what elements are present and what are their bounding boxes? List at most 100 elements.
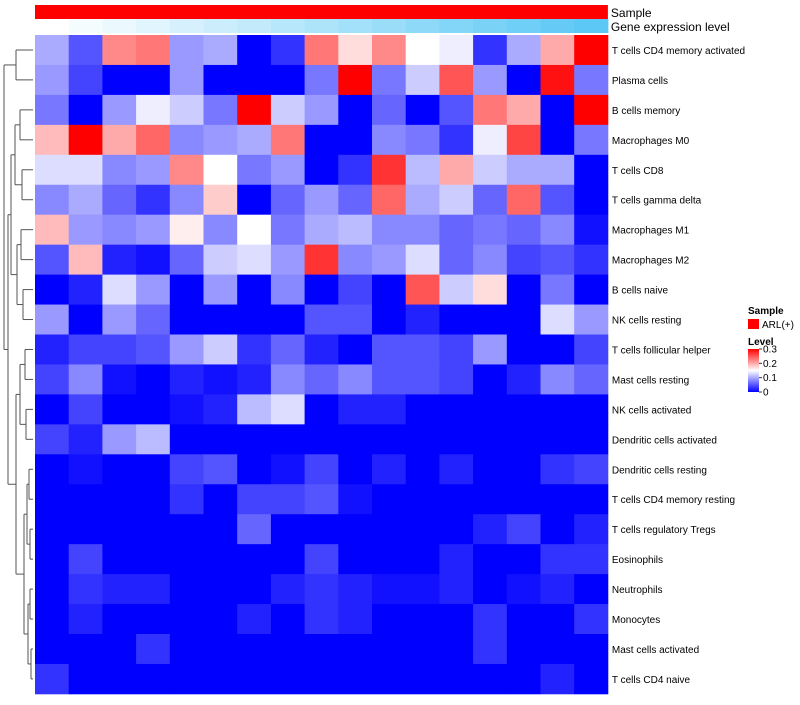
heatmap-cell <box>102 94 137 126</box>
heatmap-cell <box>405 184 440 216</box>
legend-level-tick-label: 0.1 <box>763 373 777 384</box>
heatmap-cell <box>237 424 272 455</box>
heatmap-cell <box>270 364 305 395</box>
heatmap-cell <box>203 484 238 515</box>
heatmap-cell <box>68 424 103 455</box>
expression-annotation-cell <box>540 19 575 33</box>
heatmap-cell <box>35 35 70 66</box>
heatmap-cell <box>136 484 171 515</box>
heatmap-cell <box>372 454 407 485</box>
heatmap-cell <box>338 154 373 186</box>
heatmap-cell <box>506 64 541 96</box>
heatmap-cell <box>203 274 238 305</box>
heatmap-cell <box>102 154 137 186</box>
heatmap-cell <box>574 634 609 665</box>
heatmap-cell <box>169 514 204 545</box>
heatmap-cell <box>304 394 339 425</box>
row-label: B cells naive <box>612 286 669 297</box>
heatmap-cell <box>372 424 407 455</box>
heatmap-cell <box>68 364 103 395</box>
heatmap-cell <box>473 214 508 246</box>
heatmap-cell <box>439 454 474 485</box>
heatmap-cell <box>473 364 508 395</box>
heatmap-cell <box>540 454 575 485</box>
heatmap-cell <box>405 424 440 455</box>
heatmap-cell <box>439 544 474 575</box>
heatmap-cell <box>540 154 575 186</box>
heatmap-cell <box>574 364 609 395</box>
heatmap-cell <box>506 35 541 66</box>
heatmap-cell <box>439 484 474 515</box>
heatmap-cells <box>35 35 609 695</box>
heatmap-cell <box>439 634 474 665</box>
heatmap-cell <box>169 334 204 365</box>
row-label: NK cells resting <box>612 316 681 327</box>
heatmap-cell <box>102 484 137 515</box>
heatmap-cell <box>473 184 508 216</box>
heatmap-cell <box>338 484 373 515</box>
heatmap-cell <box>68 604 103 635</box>
heatmap-cell <box>169 454 204 485</box>
heatmap-cell <box>203 154 238 186</box>
heatmap-cell <box>169 634 204 665</box>
heatmap-cell <box>540 184 575 216</box>
heatmap-cell <box>169 274 204 305</box>
heatmap-cell <box>540 274 575 305</box>
heatmap-cell <box>473 484 508 515</box>
heatmap-cell <box>102 364 137 395</box>
heatmap-cell <box>473 424 508 455</box>
heatmap-cell <box>304 484 339 515</box>
heatmap-cell <box>372 484 407 515</box>
heatmap-cell <box>169 484 204 515</box>
heatmap-cell <box>574 424 609 455</box>
heatmap-cell <box>169 94 204 126</box>
heatmap-cell <box>540 634 575 665</box>
expression-annotation-cell <box>68 19 103 33</box>
heatmap-cell <box>506 663 541 695</box>
heatmap-cell <box>338 214 373 246</box>
heatmap-cell <box>237 214 272 246</box>
heatmap-cell <box>203 94 238 126</box>
heatmap-cell <box>540 604 575 635</box>
heatmap-cell <box>102 304 137 335</box>
heatmap-cell <box>169 124 204 156</box>
heatmap-cell <box>169 394 204 425</box>
heatmap-cell <box>270 35 305 66</box>
heatmap-cell <box>338 334 373 365</box>
heatmap-cell <box>203 334 238 365</box>
heatmap-cell <box>473 574 508 605</box>
heatmap-cell <box>574 394 609 425</box>
expression-annotation-cell <box>574 19 609 33</box>
heatmap-cell <box>405 94 440 126</box>
heatmap-cell <box>338 184 373 216</box>
heatmap-cell <box>68 124 103 156</box>
heatmap-cell <box>270 424 305 455</box>
heatmap-cell <box>540 663 575 695</box>
heatmap-cell <box>540 364 575 395</box>
heatmap-cell <box>574 64 609 96</box>
heatmap-cell <box>574 304 609 335</box>
row-label: T cells CD4 naive <box>612 675 691 686</box>
expression-annotation-cell <box>405 19 440 33</box>
row-label: T cells gamma delta <box>612 196 702 207</box>
heatmap-cell <box>102 424 137 455</box>
sample-annotation-bar <box>35 5 608 19</box>
heatmap-cell <box>203 663 238 695</box>
heatmap-cell <box>68 64 103 96</box>
heatmap-cell <box>338 424 373 455</box>
heatmap-cell <box>372 94 407 126</box>
heatmap-cell <box>102 544 137 575</box>
heatmap-cell <box>372 304 407 335</box>
heatmap-cell <box>102 454 137 485</box>
heatmap-cell <box>473 394 508 425</box>
row-label: NK cells activated <box>612 405 691 416</box>
heatmap-cell <box>237 514 272 545</box>
heatmap-cell <box>439 574 474 605</box>
heatmap-cell <box>68 94 103 126</box>
heatmap-cell <box>338 514 373 545</box>
heatmap-cell <box>405 514 440 545</box>
heatmap-cell <box>405 364 440 395</box>
heatmap-cell <box>506 154 541 186</box>
heatmap-cell <box>136 64 171 96</box>
